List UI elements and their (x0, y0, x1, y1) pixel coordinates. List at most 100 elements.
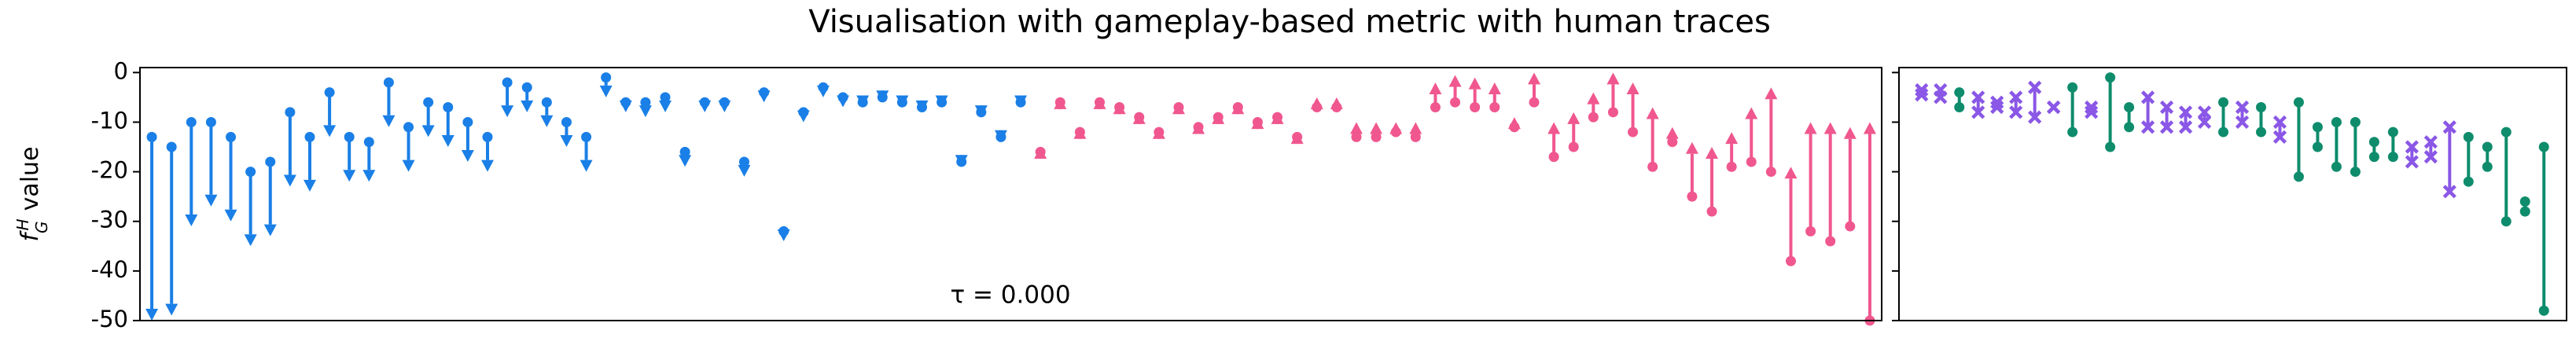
start-dot (1351, 131, 1362, 142)
start-dot (541, 97, 552, 108)
start-dot (759, 87, 770, 98)
dot-marker (2293, 171, 2304, 182)
dot-marker (1954, 87, 1965, 98)
start-dot (1489, 102, 1500, 113)
x-marker (2423, 150, 2438, 164)
start-dot (443, 102, 454, 113)
start-dot (324, 87, 335, 98)
dot-marker (2482, 161, 2493, 172)
dot-marker (2482, 141, 2493, 152)
arrow-head (1646, 107, 1659, 119)
arrow-head (1863, 122, 1876, 134)
dot-marker (2331, 161, 2342, 172)
dot-marker (2293, 97, 2304, 108)
start-dot (383, 77, 394, 88)
dot-marker (1954, 102, 1965, 113)
dot-marker (2218, 126, 2229, 138)
arrow-head (580, 160, 593, 172)
dot-marker (2067, 126, 2078, 138)
y-label-sub: G (32, 221, 51, 233)
arrow-head (1745, 107, 1758, 119)
x-marker (2140, 90, 2155, 104)
start-dot (1074, 126, 1085, 138)
start-dot (1607, 107, 1618, 118)
x-marker (2197, 115, 2212, 130)
start-dot (1272, 112, 1283, 123)
dot-marker (2368, 137, 2379, 148)
start-dot (1548, 152, 1559, 163)
start-dot (1765, 167, 1776, 178)
dot-marker (2519, 196, 2530, 207)
arrow-head (1429, 82, 1442, 94)
start-dot (1134, 112, 1145, 123)
x-marker (2009, 90, 2023, 104)
arrow-head (421, 125, 435, 138)
start-dot (462, 116, 473, 127)
arrow-head (283, 174, 296, 187)
start-dot (640, 97, 651, 108)
start-dot (1095, 97, 1106, 108)
start-dot (344, 131, 355, 142)
start-dot (1410, 131, 1421, 142)
x-marker (1990, 100, 2004, 115)
arrow-head (461, 149, 474, 162)
start-dot (798, 107, 809, 118)
arrow-head (1370, 122, 1383, 134)
start-dot (1312, 102, 1323, 113)
x-marker (2178, 105, 2193, 119)
arrow-head (303, 179, 316, 192)
x-marker (1971, 105, 1985, 119)
x-marker (2009, 105, 2023, 119)
start-dot (1371, 131, 1382, 142)
dot-marker (2312, 141, 2323, 152)
start-dot (423, 97, 434, 108)
arrow-head (1468, 77, 1481, 90)
x-marker (2047, 100, 2061, 115)
start-dot (1114, 102, 1125, 113)
start-dot (245, 167, 256, 178)
arrow-head (1685, 141, 1698, 154)
dot-marker (2350, 167, 2361, 178)
x-marker (2028, 80, 2042, 94)
dot-marker (2255, 126, 2266, 138)
dot-marker (2218, 97, 2229, 108)
arrow-head (1606, 72, 1620, 85)
start-dot (1805, 226, 1816, 236)
dot-marker (2463, 131, 2474, 142)
start-dot (1529, 97, 1540, 108)
arrow-head (263, 224, 277, 236)
arrow-head (480, 160, 494, 172)
start-dot (1331, 102, 1342, 113)
start-dot (1647, 161, 1658, 172)
start-dot (1193, 122, 1204, 133)
y-axis-label: fGHvalue (13, 146, 51, 241)
dot-marker (2124, 122, 2135, 133)
arrow-head (382, 115, 396, 127)
start-dot (956, 156, 967, 167)
start-dot (1390, 126, 1401, 138)
x-marker (2235, 115, 2250, 130)
arrow-head (1528, 72, 1541, 85)
arrow-head (560, 135, 573, 148)
start-dot (719, 97, 730, 108)
start-dot (896, 97, 907, 108)
arrow-head (501, 105, 514, 118)
y-label-sup: H (13, 218, 32, 230)
arrow-head (1488, 82, 1501, 94)
arrow-head (540, 115, 554, 127)
dot-marker (2067, 82, 2078, 93)
start-dot (1785, 255, 1796, 266)
dot-marker (2312, 122, 2323, 133)
start-dot (1588, 112, 1599, 123)
start-dot (995, 131, 1006, 142)
dot-marker (2519, 206, 2530, 217)
arrow-head (1665, 126, 1679, 139)
start-dot (818, 82, 829, 93)
dot-marker (2538, 305, 2549, 316)
dot-marker (2501, 126, 2512, 138)
start-dot (1232, 102, 1243, 113)
y-tick-label: -40 (91, 256, 128, 283)
arrow-head (362, 170, 376, 182)
y-tick-label: -10 (91, 107, 128, 134)
start-dot (1667, 137, 1678, 148)
